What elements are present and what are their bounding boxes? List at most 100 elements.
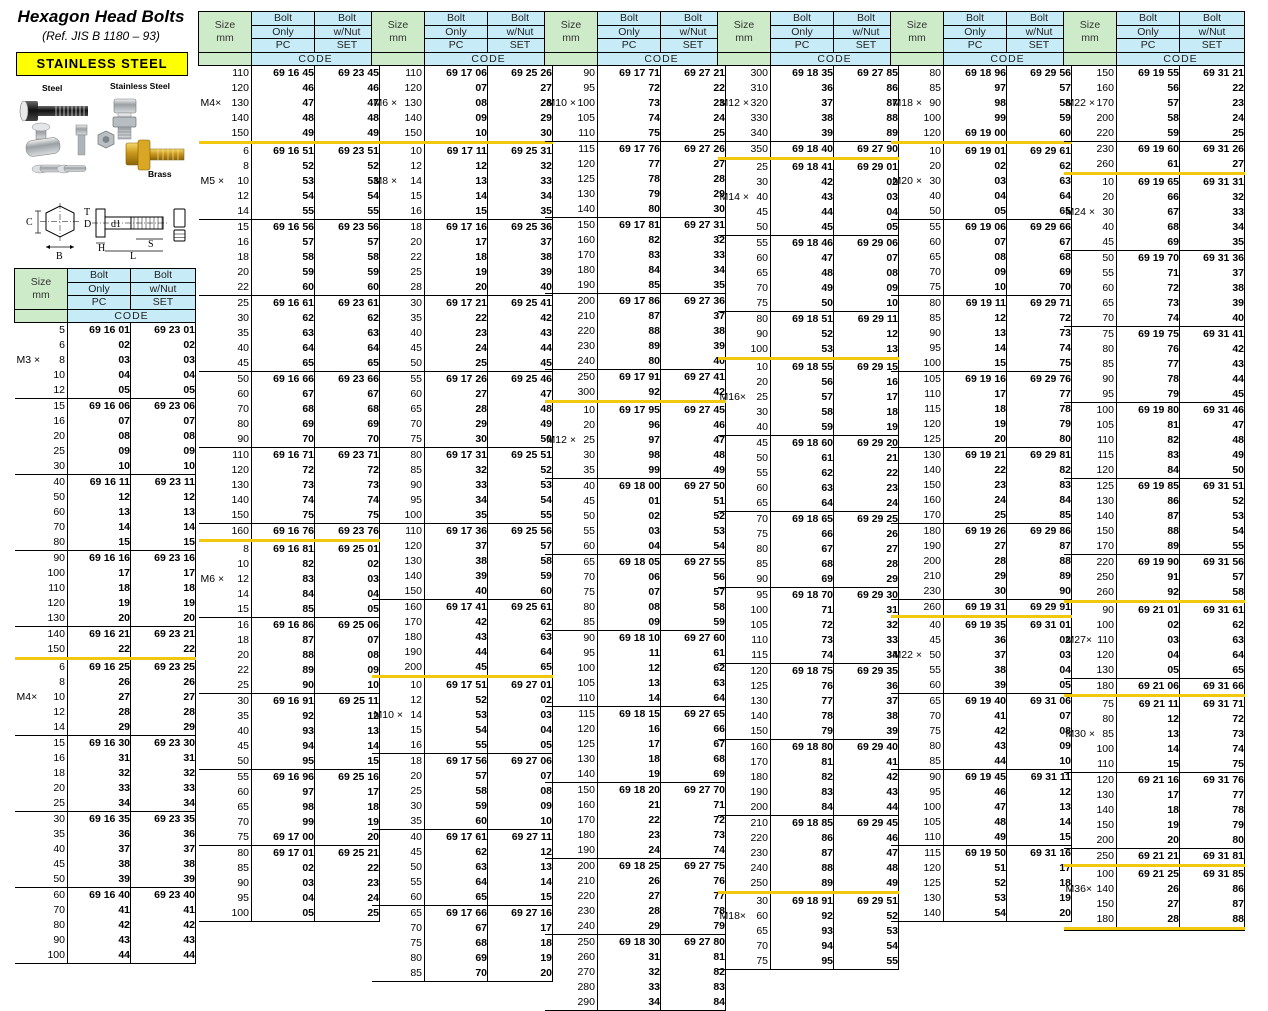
length-value: 65 (237, 801, 249, 814)
thread-designation (372, 388, 374, 400)
code-set: 43 (1179, 356, 1245, 372)
header-unit-pc: PC (1116, 38, 1180, 53)
length-value: 130 (923, 892, 941, 905)
header-bolt-only-l2: Only (67, 281, 131, 297)
length-value: 75 (756, 528, 768, 541)
code-pc: 12 (943, 310, 1007, 326)
table-row: 12 12 32 (371, 158, 553, 174)
code-pc: 45 (424, 659, 488, 678)
table-row: 130 73 73 (198, 477, 380, 493)
size-cell: 95 (544, 645, 598, 661)
table-row: 16 57 57 (198, 234, 380, 250)
table-row: 105 69 19 16 69 29 76 (890, 370, 1072, 387)
length-value: 240 (577, 355, 595, 368)
code-set: 26 (130, 674, 196, 690)
thread-designation (15, 324, 17, 336)
code-set: 63 (487, 629, 553, 645)
code-set: 85 (1006, 507, 1072, 524)
length-value: 100 (923, 112, 941, 125)
length-value: 10 (237, 558, 249, 571)
thread-designation (372, 373, 374, 385)
code-set: 08 (314, 647, 380, 663)
photo-label-brass: Brass (148, 168, 172, 179)
code-pc: 17 (943, 386, 1007, 402)
thread-designation (891, 601, 893, 613)
table-row: 35 63 63 (198, 325, 380, 341)
thread-designation (891, 509, 893, 521)
code-pc: 06 (597, 569, 661, 585)
length-value: 18 (53, 767, 65, 780)
size-cell: M12 × 25 (544, 432, 598, 448)
code-pc: 36 (943, 632, 1007, 648)
thread-designation (15, 476, 17, 488)
size-cell: 15 (14, 734, 68, 751)
code-set: 46 (833, 830, 899, 846)
code-pc: 58 (424, 783, 488, 799)
length-value: 60 (53, 506, 65, 519)
header-bolt-only-l1: Bolt (67, 268, 131, 283)
thread-designation (372, 127, 374, 139)
code-set: 47 (1179, 417, 1245, 433)
code-pc: 69 19 80 (1116, 401, 1180, 418)
table-row: 150 10 30 (371, 125, 553, 144)
thread-designation (199, 221, 201, 233)
table-row: 6 69 16 25 69 23 25 (14, 657, 196, 675)
code-pc: 04 (597, 538, 661, 555)
size-cell: 115 (717, 647, 771, 664)
thread-designation (15, 889, 17, 901)
thread-designation (891, 342, 893, 354)
length-value: 100 (923, 801, 941, 814)
table-row: 65 69 19 40 69 31 06 (890, 692, 1072, 709)
size-cell: 45 (544, 493, 598, 509)
length-value: 115 (751, 649, 768, 662)
code-pc: 60 (424, 813, 488, 830)
code-set: 50 (487, 431, 553, 448)
length-value: 45 (929, 634, 941, 647)
table-row: 100 71 31 (717, 602, 899, 618)
code-set: 87 (833, 95, 899, 111)
thread-designation (545, 723, 547, 735)
code-pc: 99 (597, 462, 661, 479)
length-value: 16 (237, 619, 249, 632)
length-value: 50 (583, 510, 595, 523)
size-cell: 95 (890, 340, 944, 356)
code-pc: 59 (1116, 125, 1180, 142)
code-pc: 69 18 20 (597, 781, 661, 798)
code-pc: 27 (1116, 896, 1180, 912)
code-set: 80 (1179, 832, 1245, 849)
code-set: 51 (660, 493, 726, 509)
code-pc: 81 (770, 754, 834, 770)
length-value: 310 (750, 82, 768, 95)
table-row: 30 42 02 (717, 174, 899, 190)
code-pc: 95 (251, 753, 315, 770)
table-row: 250 89 49 (717, 875, 899, 894)
length-value: 110 (1097, 758, 1114, 771)
code-set: 56 (660, 569, 726, 585)
length-value: 85 (929, 755, 941, 768)
size-cell: 160 (1063, 80, 1117, 96)
code-pc: 34 (597, 994, 661, 1010)
dim-label-C: C (26, 217, 33, 228)
size-cell: 200 (1063, 832, 1117, 849)
size-cell: 35 (371, 813, 425, 830)
code-set: 54 (660, 538, 726, 555)
code-pc: 26 (597, 873, 661, 889)
code-set: 71 (660, 797, 726, 813)
thread-designation (545, 480, 547, 492)
length-value: 170 (923, 509, 941, 522)
table-row: 60 47 07 (717, 250, 899, 266)
size-cell: M27× 110 (1063, 632, 1117, 648)
table-row: 90 52 12 (717, 326, 899, 342)
thread-designation (15, 828, 17, 840)
size-cell: 20 (717, 374, 771, 390)
code-pc: 74 (251, 492, 315, 508)
thread-designation (891, 679, 893, 691)
length-value: 125 (923, 877, 941, 890)
code-set: 42 (833, 769, 899, 785)
table-row: 75 07 57 (544, 584, 726, 600)
thread-designation (1064, 525, 1066, 537)
code-set: 36 (833, 678, 899, 694)
length-value: 140 (47, 628, 65, 641)
length-value: 90 (53, 552, 65, 565)
code-pc: 28 (424, 401, 488, 417)
